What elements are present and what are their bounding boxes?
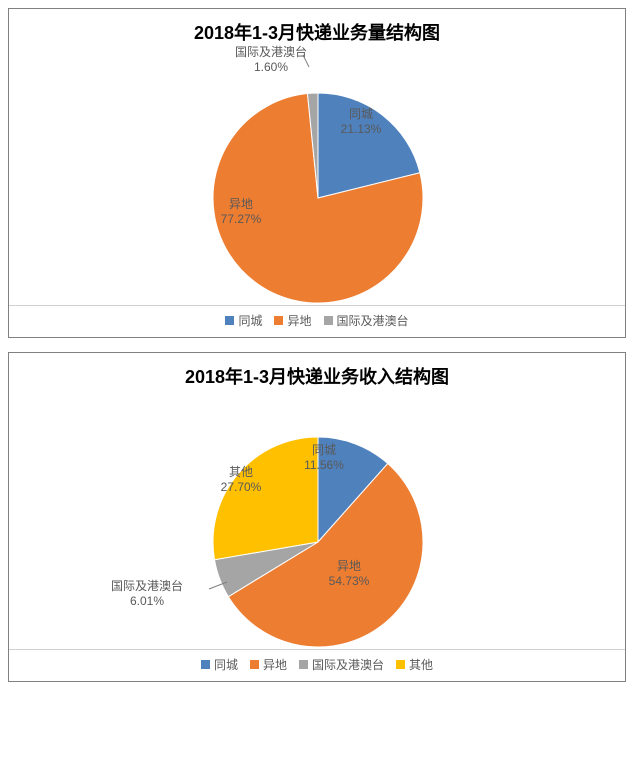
legend-label: 同城 xyxy=(214,656,238,673)
pie-area: 同城21.13%异地77.27%国际及港澳台1.60% xyxy=(9,45,627,305)
pie-slice xyxy=(213,437,318,560)
legend-label: 国际及港澳台 xyxy=(337,312,409,329)
legend-swatch xyxy=(324,316,333,325)
legend-swatch xyxy=(299,660,308,669)
legend-swatch xyxy=(201,660,210,669)
legend-swatch xyxy=(250,660,259,669)
legend: 同城 异地 国际及港澳台 其他 xyxy=(9,649,625,681)
legend-item: 国际及港澳台 xyxy=(324,312,409,329)
leader-line xyxy=(303,55,309,67)
legend-item: 同城 xyxy=(225,312,262,329)
legend-swatch xyxy=(225,316,234,325)
pie-svg xyxy=(9,45,627,305)
chart-card-volume: 2018年1-3月快递业务量结构图 同城21.13%异地77.27%国际及港澳台… xyxy=(8,8,626,338)
legend-label: 异地 xyxy=(263,656,287,673)
legend-item: 异地 xyxy=(274,312,311,329)
legend-swatch xyxy=(396,660,405,669)
legend-item: 同城 xyxy=(201,656,238,673)
legend-label: 其他 xyxy=(409,656,433,673)
legend-label: 国际及港澳台 xyxy=(312,656,384,673)
legend-item: 国际及港澳台 xyxy=(299,656,384,673)
pie-svg xyxy=(9,389,627,649)
legend-item: 异地 xyxy=(250,656,287,673)
legend: 同城 异地 国际及港澳台 xyxy=(9,305,625,337)
chart-title: 2018年1-3月快递业务量结构图 xyxy=(9,9,625,45)
pie-area: 同城11.56%异地54.73%国际及港澳台6.01%其他27.70% xyxy=(9,389,627,649)
chart-title: 2018年1-3月快递业务收入结构图 xyxy=(9,353,625,389)
legend-label: 异地 xyxy=(287,312,311,329)
legend-swatch xyxy=(274,316,283,325)
chart-card-revenue: 2018年1-3月快递业务收入结构图 同城11.56%异地54.73%国际及港澳… xyxy=(8,352,626,682)
legend-item: 其他 xyxy=(396,656,433,673)
legend-label: 同城 xyxy=(238,312,262,329)
